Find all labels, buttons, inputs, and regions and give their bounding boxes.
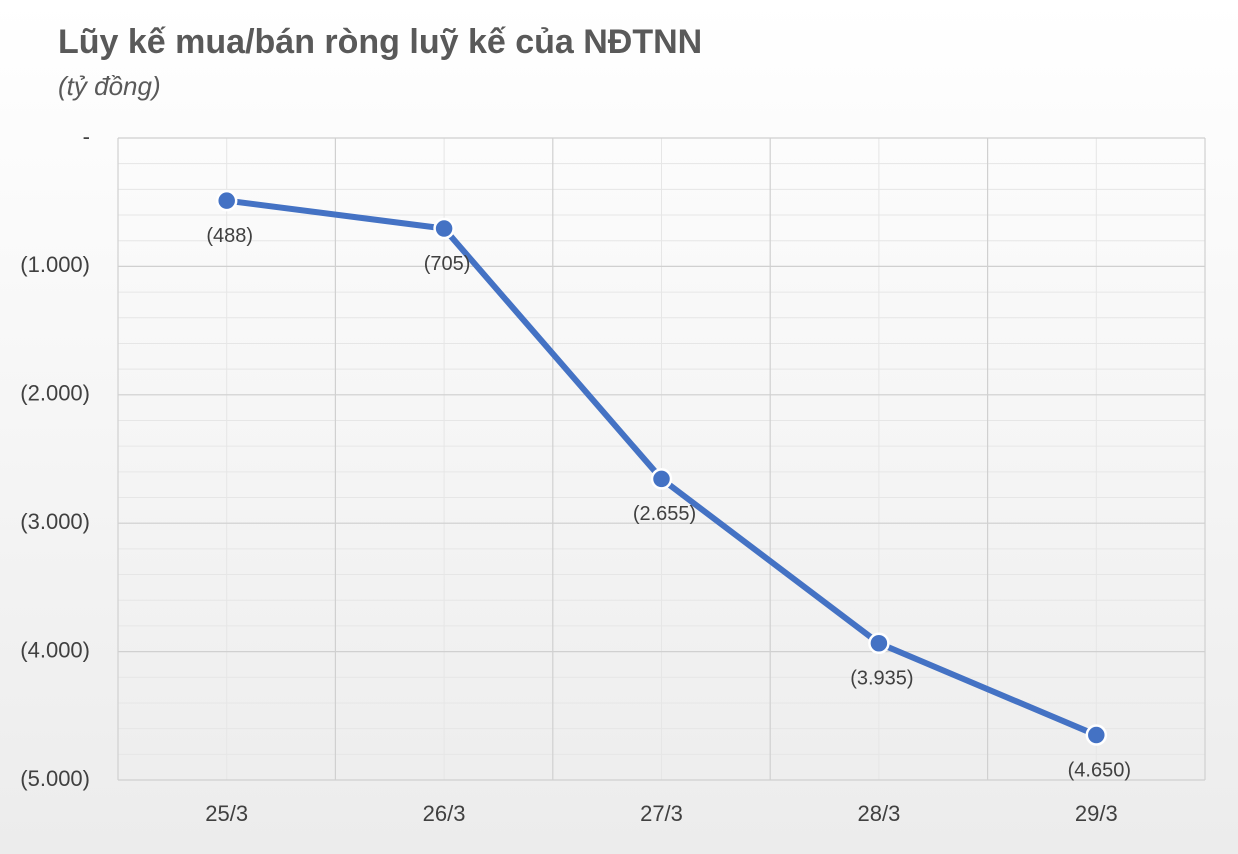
y-tick-label: (1.000) bbox=[20, 252, 90, 277]
x-tick-label: 26/3 bbox=[423, 801, 466, 826]
data-label: (2.655) bbox=[633, 503, 696, 525]
x-tick-label: 25/3 bbox=[205, 801, 248, 826]
data-point bbox=[1085, 724, 1108, 746]
chart-title: Lũy kế mua/bán ròng luỹ kế của NĐTNN bbox=[58, 23, 702, 61]
x-tick-label: 27/3 bbox=[640, 801, 683, 826]
y-tick-label: (2.000) bbox=[20, 381, 90, 406]
data-label: (3.935) bbox=[850, 668, 913, 690]
chart-subtitle: (tỷ đồng) bbox=[58, 71, 161, 101]
x-tick-label: 28/3 bbox=[857, 801, 900, 826]
data-label: (488) bbox=[206, 225, 253, 247]
data-point bbox=[215, 189, 238, 212]
y-tick-label: (3.000) bbox=[20, 509, 90, 534]
data-label: (4.650) bbox=[1068, 759, 1131, 781]
y-tick-label: (5.000) bbox=[20, 766, 90, 791]
data-label: (705) bbox=[424, 253, 471, 275]
data-point bbox=[433, 217, 455, 240]
y-tick-label: (4.000) bbox=[20, 637, 90, 662]
data-point bbox=[868, 632, 890, 655]
y-tick-label: - bbox=[83, 124, 90, 149]
data-point bbox=[650, 468, 673, 490]
x-tick-label: 29/3 bbox=[1075, 801, 1118, 826]
